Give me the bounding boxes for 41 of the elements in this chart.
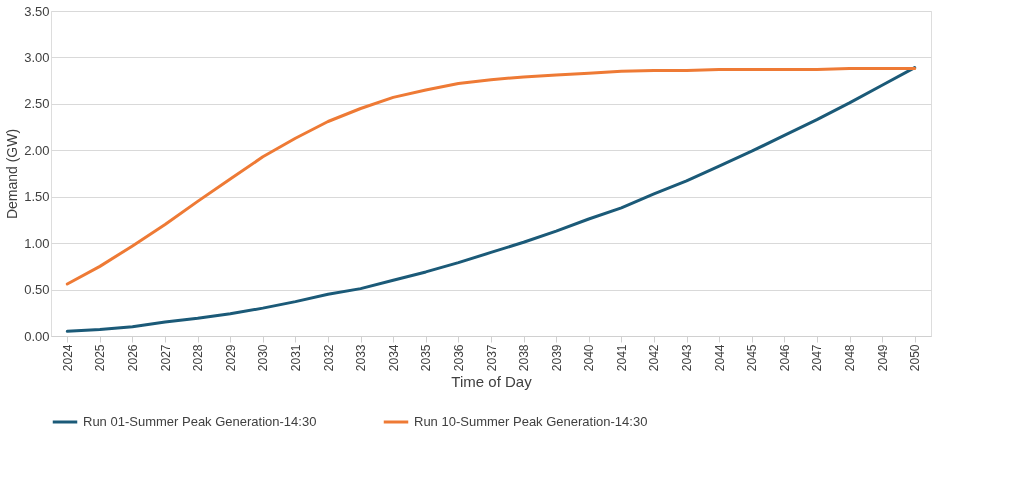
y-axis-title: Demand (GW) xyxy=(4,128,21,220)
x-tick-label: 2046 xyxy=(777,344,792,372)
x-tick-label: 2044 xyxy=(712,344,727,372)
x-tick-label: 2035 xyxy=(419,344,434,372)
x-tick-label: 2048 xyxy=(843,344,858,372)
y-tick-label: 1.00 xyxy=(24,235,50,251)
y-tick-label: 2.00 xyxy=(24,142,50,158)
x-axis-title: Time of Day xyxy=(451,373,533,391)
x-tick-label: 2034 xyxy=(386,344,401,372)
x-tick-label: 2039 xyxy=(549,344,564,372)
x-tick-label: 2038 xyxy=(517,344,532,372)
x-tick-label: 2033 xyxy=(354,344,369,372)
x-tick-label: 2037 xyxy=(484,344,499,372)
x-tick-label: 2032 xyxy=(321,344,336,372)
x-tick-label: 2027 xyxy=(158,344,173,372)
x-tick-label: 2028 xyxy=(191,344,206,372)
x-tick-label: 2029 xyxy=(223,344,238,372)
y-tick-label: 0.50 xyxy=(24,282,50,298)
x-tick-label: 2045 xyxy=(745,344,760,372)
y-tick-label: 3.00 xyxy=(24,49,50,65)
x-tick-label: 2036 xyxy=(451,344,466,372)
x-tick-label: 2040 xyxy=(582,344,597,372)
y-tick-label: 0.00 xyxy=(24,328,50,344)
x-tick-label: 2026 xyxy=(125,344,140,372)
x-tick-label: 2025 xyxy=(93,344,108,372)
x-tick-label: 2049 xyxy=(875,344,890,372)
y-tick-label: 3.50 xyxy=(24,3,50,19)
line-series xyxy=(65,66,917,333)
x-tick-label: 2047 xyxy=(810,344,825,372)
x-tick-label: 2024 xyxy=(60,344,75,372)
x-tick-label: 2050 xyxy=(908,344,923,372)
x-tick-label: 2031 xyxy=(288,344,303,372)
x-tick-label: 2030 xyxy=(256,344,271,372)
y-tick-label: 1.50 xyxy=(24,189,50,205)
x-tick-label: 2043 xyxy=(680,344,695,372)
legend-label: Run 01-Summer Peak Generation-14:30 xyxy=(83,414,317,429)
y-tick-label: 2.50 xyxy=(24,96,50,112)
legend-label: Run 10-Summer Peak Generation-14:30 xyxy=(414,414,648,429)
x-tick-label: 2042 xyxy=(647,344,662,372)
x-tick-label: 2041 xyxy=(614,344,629,372)
line-series xyxy=(65,67,917,286)
